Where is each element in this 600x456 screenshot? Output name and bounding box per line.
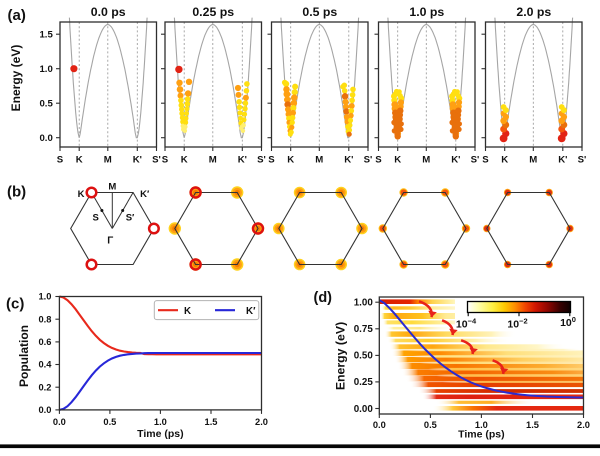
svg-text:M: M <box>108 182 116 193</box>
svg-text:1.5: 1.5 <box>526 420 539 430</box>
svg-text:M: M <box>209 155 217 166</box>
svg-text:0.00: 0.00 <box>354 404 374 415</box>
svg-text:K: K <box>184 306 191 317</box>
svg-text:0.5: 0.5 <box>424 420 437 430</box>
svg-text:M: M <box>104 155 112 166</box>
svg-text:0.4: 0.4 <box>38 360 52 370</box>
svg-text:Energy (eV): Energy (eV) <box>9 45 23 112</box>
svg-text:0.25 ps: 0.25 ps <box>192 5 234 19</box>
svg-text:0.0: 0.0 <box>39 133 52 144</box>
svg-text:M: M <box>315 155 323 166</box>
svg-text:(b): (b) <box>7 184 26 201</box>
svg-text:S: S <box>268 155 275 166</box>
svg-text:S': S' <box>471 155 480 166</box>
svg-text:0.0: 0.0 <box>38 405 51 415</box>
svg-text:K: K <box>78 189 85 200</box>
svg-text:K: K <box>501 155 508 166</box>
svg-text:1.5: 1.5 <box>39 30 53 41</box>
svg-text:1.0: 1.0 <box>475 420 488 430</box>
svg-text:S: S <box>162 155 169 166</box>
svg-text:(d): (d) <box>314 290 333 306</box>
svg-text:S': S' <box>257 155 266 166</box>
svg-text:M: M <box>422 155 430 166</box>
svg-text:S': S' <box>152 155 161 166</box>
svg-text:0.0: 0.0 <box>373 420 386 430</box>
svg-text:2.0 ps: 2.0 ps <box>516 5 551 19</box>
svg-text:Γ: Γ <box>107 236 113 247</box>
svg-text:0.75: 0.75 <box>354 324 374 335</box>
svg-text:0.6: 0.6 <box>38 337 51 347</box>
svg-text:S: S <box>482 155 489 166</box>
svg-text:Time (ps): Time (ps) <box>458 429 504 441</box>
svg-text:K': K' <box>558 155 567 166</box>
svg-text:Energy (eV): Energy (eV) <box>334 322 348 390</box>
svg-text:K: K <box>76 155 83 166</box>
svg-text:K′: K′ <box>140 189 150 200</box>
svg-text:S: S <box>93 213 99 224</box>
svg-text:K': K' <box>344 155 353 166</box>
svg-text:K': K' <box>451 155 460 166</box>
svg-text:0.0: 0.0 <box>53 417 66 427</box>
svg-text:1.00: 1.00 <box>354 298 374 309</box>
svg-text:S: S <box>57 155 64 166</box>
svg-text:0.5 ps: 0.5 ps <box>302 5 337 19</box>
svg-text:Population: Population <box>17 325 31 387</box>
svg-text:0.8: 0.8 <box>38 314 51 324</box>
svg-text:M: M <box>529 155 537 166</box>
svg-text:Time (ps): Time (ps) <box>137 428 183 440</box>
svg-text:2.0: 2.0 <box>577 420 590 430</box>
svg-text:0.2: 0.2 <box>38 382 51 392</box>
svg-text:S': S' <box>364 155 373 166</box>
svg-text:0.50: 0.50 <box>354 351 374 362</box>
svg-text:S′: S′ <box>126 213 135 224</box>
svg-text:K': K' <box>238 155 247 166</box>
svg-text:K': K' <box>133 155 142 166</box>
svg-text:K: K <box>394 155 401 166</box>
svg-text:K: K <box>287 155 294 166</box>
svg-text:1.0: 1.0 <box>38 292 51 302</box>
svg-text:0.0 ps: 0.0 ps <box>91 5 126 19</box>
svg-text:1.0 ps: 1.0 ps <box>409 5 444 19</box>
svg-text:K′: K′ <box>246 306 256 317</box>
svg-text:0.5: 0.5 <box>103 417 116 427</box>
svg-text:S': S' <box>578 155 587 166</box>
svg-text:0.25: 0.25 <box>354 377 374 388</box>
svg-text:K: K <box>181 155 188 166</box>
svg-text:S: S <box>375 155 382 166</box>
svg-text:1.0: 1.0 <box>39 64 52 75</box>
svg-text:0.5: 0.5 <box>39 99 53 110</box>
svg-text:(c): (c) <box>6 296 24 313</box>
svg-text:1.0: 1.0 <box>154 417 167 427</box>
svg-text:2.0: 2.0 <box>255 417 268 427</box>
svg-text:1.5: 1.5 <box>205 417 218 427</box>
svg-text:(a): (a) <box>8 7 26 24</box>
